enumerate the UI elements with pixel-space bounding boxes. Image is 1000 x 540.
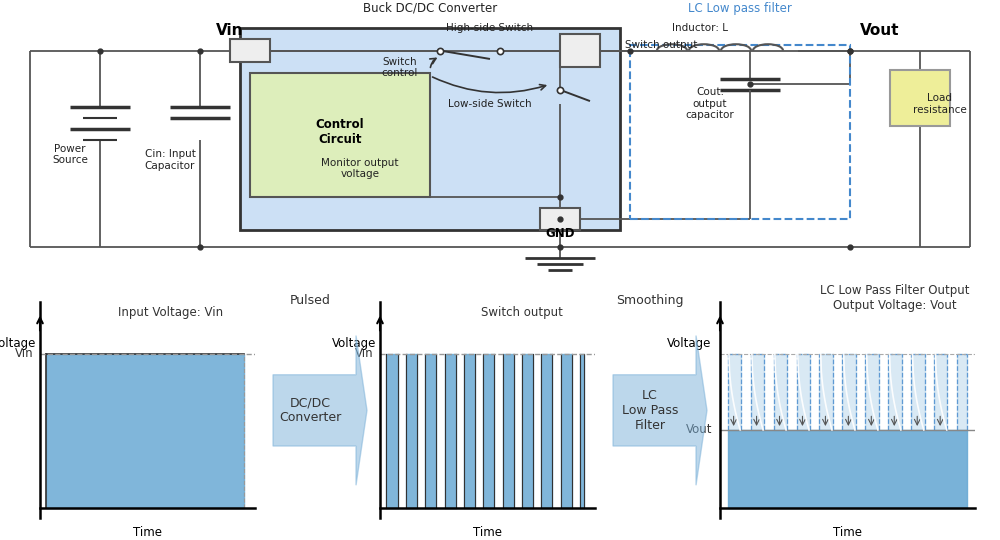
- Text: Smoothing: Smoothing: [616, 294, 684, 307]
- Text: Inductor: L: Inductor: L: [672, 23, 728, 33]
- Text: LC Low Pass Filter Output
Output Voltage: Vout: LC Low Pass Filter Output Output Voltage…: [820, 284, 970, 312]
- Text: High-side Switch: High-side Switch: [446, 23, 534, 33]
- Text: Switch
control: Switch control: [382, 57, 418, 78]
- Text: GND: GND: [545, 227, 575, 240]
- Bar: [890, 70, 950, 126]
- Text: Switch output: Switch output: [481, 306, 563, 319]
- Text: LC Low pass filter: LC Low pass filter: [688, 2, 792, 15]
- Text: Time: Time: [133, 526, 162, 539]
- Bar: [630, 45, 850, 219]
- Text: Time: Time: [833, 526, 862, 539]
- Text: LC
Low Pass
Filter: LC Low Pass Filter: [622, 389, 678, 432]
- Text: Voltage: Voltage: [0, 337, 36, 350]
- Text: Time: Time: [473, 526, 502, 539]
- Text: Voltage: Voltage: [667, 337, 712, 350]
- Text: Vout: Vout: [860, 23, 900, 38]
- Bar: [560, 33, 600, 68]
- Bar: [230, 39, 270, 62]
- Text: Vin: Vin: [216, 23, 244, 38]
- Bar: [250, 73, 430, 197]
- Text: DC/DC
Converter: DC/DC Converter: [279, 396, 341, 424]
- Text: Load
resistance: Load resistance: [913, 93, 967, 114]
- Text: Buck DC/DC Converter: Buck DC/DC Converter: [363, 2, 497, 15]
- Text: Cout:
output
capacitor: Cout: output capacitor: [686, 87, 734, 120]
- Polygon shape: [613, 335, 707, 485]
- Text: Voltage: Voltage: [332, 337, 376, 350]
- Text: Cin: Input
Capacitor: Cin: Input Capacitor: [145, 149, 195, 171]
- Text: Vin: Vin: [15, 347, 34, 360]
- Bar: [240, 28, 620, 230]
- Text: Vout: Vout: [686, 423, 712, 436]
- Text: Input Voltage: Vin: Input Voltage: Vin: [118, 306, 223, 319]
- Text: Low-side Switch: Low-side Switch: [448, 99, 532, 109]
- Polygon shape: [273, 335, 367, 485]
- Text: Control
Circuit: Control Circuit: [316, 118, 364, 146]
- Text: Monitor output
voltage: Monitor output voltage: [321, 158, 399, 179]
- Text: Vin: Vin: [355, 347, 374, 360]
- Text: Switch output: Switch output: [625, 40, 697, 50]
- Text: Power
Source: Power Source: [52, 144, 88, 165]
- Text: Pulsed: Pulsed: [290, 294, 330, 307]
- Bar: [540, 208, 580, 230]
